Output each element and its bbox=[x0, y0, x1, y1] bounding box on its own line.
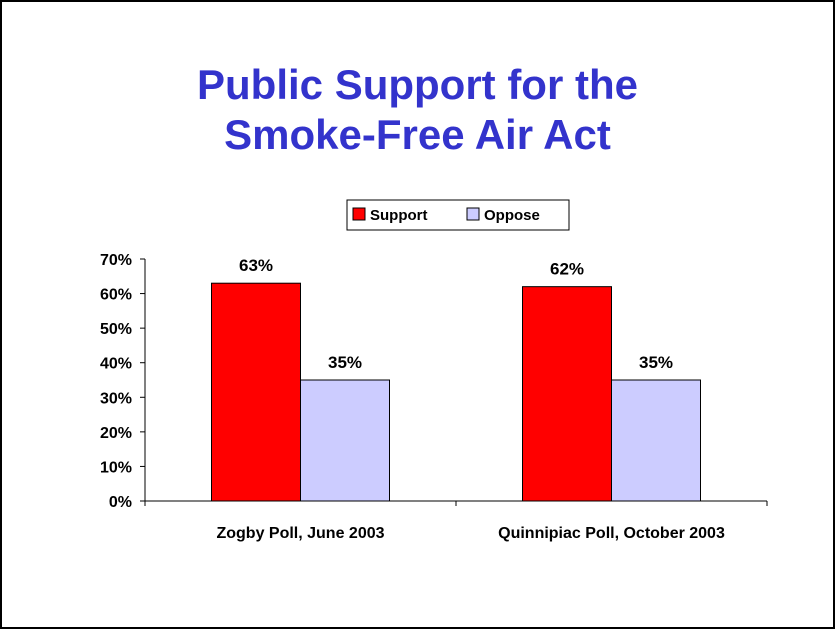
legend-label-support: Support bbox=[370, 207, 428, 224]
bar-support-2 bbox=[522, 286, 612, 502]
legend-label-oppose: Oppose bbox=[484, 207, 540, 224]
data-label-support-2: 62% bbox=[550, 260, 584, 279]
y-tick-label: 70% bbox=[100, 252, 132, 269]
legend-swatch-support bbox=[352, 207, 366, 221]
legend-box bbox=[346, 199, 570, 231]
data-label-support-1: 63% bbox=[239, 256, 273, 275]
bar-oppose-1 bbox=[300, 379, 390, 502]
legend-swatch-oppose bbox=[466, 207, 480, 221]
y-tick-label: 50% bbox=[100, 321, 132, 338]
y-tick-label: 20% bbox=[100, 425, 132, 442]
chart-title-line-2: Smoke-Free Air Act bbox=[224, 111, 611, 158]
bar-support-1 bbox=[211, 282, 301, 502]
y-tick-label: 10% bbox=[100, 459, 132, 476]
data-label-oppose-1: 35% bbox=[328, 353, 362, 372]
x-category-label: Zogby Poll, June 2003 bbox=[216, 525, 384, 542]
y-tick-label: 30% bbox=[100, 390, 132, 407]
x-category-label: Quinnipiac Poll, October 2003 bbox=[498, 525, 725, 542]
y-tick-label: 60% bbox=[100, 287, 132, 304]
y-tick-label: 0% bbox=[109, 494, 132, 511]
data-label-oppose-2: 35% bbox=[639, 353, 673, 372]
chart-title-line-1: Public Support for the bbox=[197, 61, 638, 108]
bar-oppose-2 bbox=[611, 379, 701, 502]
y-tick-label: 40% bbox=[100, 356, 132, 373]
